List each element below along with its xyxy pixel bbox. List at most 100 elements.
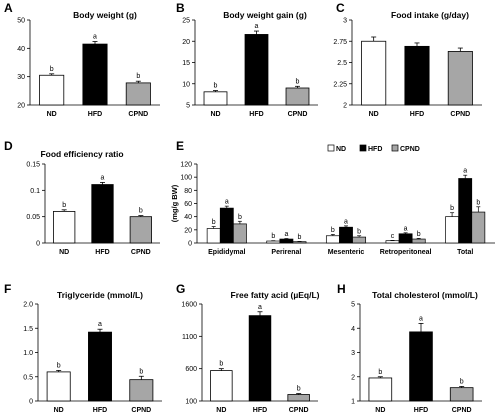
significance-label: a <box>258 304 262 311</box>
x-tick-label: HFD <box>93 407 107 414</box>
bar <box>352 236 367 244</box>
y-tick-label: 0.15 <box>26 162 40 169</box>
panel-letter: A <box>4 1 13 15</box>
bar <box>279 238 294 244</box>
significance-label: b <box>378 369 382 376</box>
x-tick-label: CPND <box>289 407 309 414</box>
x-tick-label: ND <box>47 111 57 118</box>
bar <box>458 178 473 244</box>
panel-letter: G <box>176 282 185 296</box>
legend-label: HFD <box>368 146 382 153</box>
y-tick-label: 0 <box>36 241 40 248</box>
significance-label: b <box>476 199 480 206</box>
bar <box>445 216 459 244</box>
significance-label: a <box>93 34 97 41</box>
y-tick-label: 1100 <box>182 334 197 341</box>
significance-label: b <box>460 378 464 385</box>
x-tick-label: CPND <box>450 111 470 118</box>
y-tick-label: 40 <box>184 214 192 221</box>
x-tick-label: ND <box>375 407 385 414</box>
significance-label: a <box>463 168 467 175</box>
significance-label: a <box>98 321 102 328</box>
x-tick-label: HFD <box>249 111 263 118</box>
x-tick-label: HFD <box>95 249 109 256</box>
significance-label: a <box>344 218 348 225</box>
panel-f: F Triglyceride (mmol/L) 0 0.5 1.0 1.5 2.0 b ND a H… <box>4 282 162 414</box>
y-tick-label: 100 <box>185 399 197 406</box>
y-tick-label: 100 <box>180 175 192 182</box>
significance-label: b <box>417 231 421 238</box>
bar <box>210 370 233 402</box>
bar <box>129 379 154 402</box>
significance-label: b <box>238 214 242 221</box>
bar <box>53 210 76 244</box>
bar <box>404 45 430 106</box>
chart-title: Food intake (g/day) <box>391 10 469 20</box>
bar <box>368 377 393 402</box>
bar <box>292 241 307 244</box>
panel-letter: H <box>337 282 346 296</box>
x-tick-label: CPND <box>131 407 151 414</box>
significance-label: b <box>331 227 335 234</box>
significance-label: a <box>404 225 408 232</box>
x-tick-label: CPND <box>128 111 148 118</box>
y-tick-label: 5 <box>351 302 355 309</box>
y-tick-label: 20 <box>17 103 25 110</box>
y-tick-label: 50 <box>17 18 25 25</box>
y-tick-label: 1600 <box>181 302 197 309</box>
panel-letter: D <box>4 139 13 153</box>
bar <box>409 331 433 402</box>
significance-label: b <box>139 208 143 215</box>
y-tick-label: 15 <box>182 60 190 67</box>
significance-label: b <box>136 73 140 80</box>
significance-label: a <box>101 174 105 181</box>
significance-label: b <box>219 361 223 368</box>
y-tick-label: 2.5 <box>337 60 347 67</box>
x-tick-label: HFD <box>253 407 267 414</box>
x-tick-label: Epididymal <box>208 249 245 256</box>
y-tick-label: 2.75 <box>333 39 347 46</box>
chart-title: Body weight gain (g) <box>223 10 307 20</box>
bar <box>125 82 151 106</box>
significance-label: b <box>57 362 61 369</box>
chart-title: Body weight (g) <box>73 10 137 20</box>
significance-label: b <box>271 233 275 240</box>
panel-letter: B <box>176 1 185 15</box>
y-tick-label: 0.1 <box>30 188 40 195</box>
y-tick-label: 0 <box>29 399 33 406</box>
bar <box>287 394 310 402</box>
x-tick-label: Perirenal <box>271 249 301 256</box>
panel-h: H Total cholesterol (mmol/L) 1 2 3 4 5 b ND a HFD b… <box>337 282 482 414</box>
bar <box>46 371 71 402</box>
chart-title: Free fatty acid (µEq/L) <box>231 290 320 300</box>
bar <box>91 184 114 244</box>
significance-label: a <box>225 199 229 206</box>
x-tick-label: HFD <box>414 407 428 414</box>
panel-letter: F <box>4 282 11 296</box>
y-tick-label: 1 <box>351 399 355 406</box>
significance-label: b <box>50 66 54 73</box>
significance-label: c <box>391 233 395 240</box>
y-tick-label: 0.05 <box>26 214 40 221</box>
bar <box>471 211 486 244</box>
legend-label: ND <box>336 146 346 153</box>
bar <box>411 238 426 244</box>
significance-label: b <box>62 202 66 209</box>
panel-letter: C <box>336 1 345 15</box>
y-tick-label: 20 <box>182 39 190 46</box>
y-tick-label: 4 <box>351 326 355 333</box>
x-tick-label: ND <box>210 111 220 118</box>
bar <box>325 235 340 244</box>
x-tick-label: CPND <box>452 407 472 414</box>
x-tick-label: HFD <box>410 111 424 118</box>
x-tick-label: Retroperitoneal <box>380 249 432 256</box>
significance-label: b <box>212 219 216 226</box>
chart-title: Food efficiency ratio <box>40 149 123 159</box>
bar <box>129 216 152 244</box>
bar <box>447 51 473 106</box>
chart-title: Total cholesterol (mmol/L) <box>372 290 478 300</box>
y-tick-label: 600 <box>185 366 197 373</box>
panel-e: E 0 20 40 60 80 100 120 (mg/g BW) Epididymal b a b Pe… <box>170 139 495 256</box>
y-tick-label: 30 <box>17 74 25 81</box>
y-tick-label: 40 <box>17 46 25 53</box>
